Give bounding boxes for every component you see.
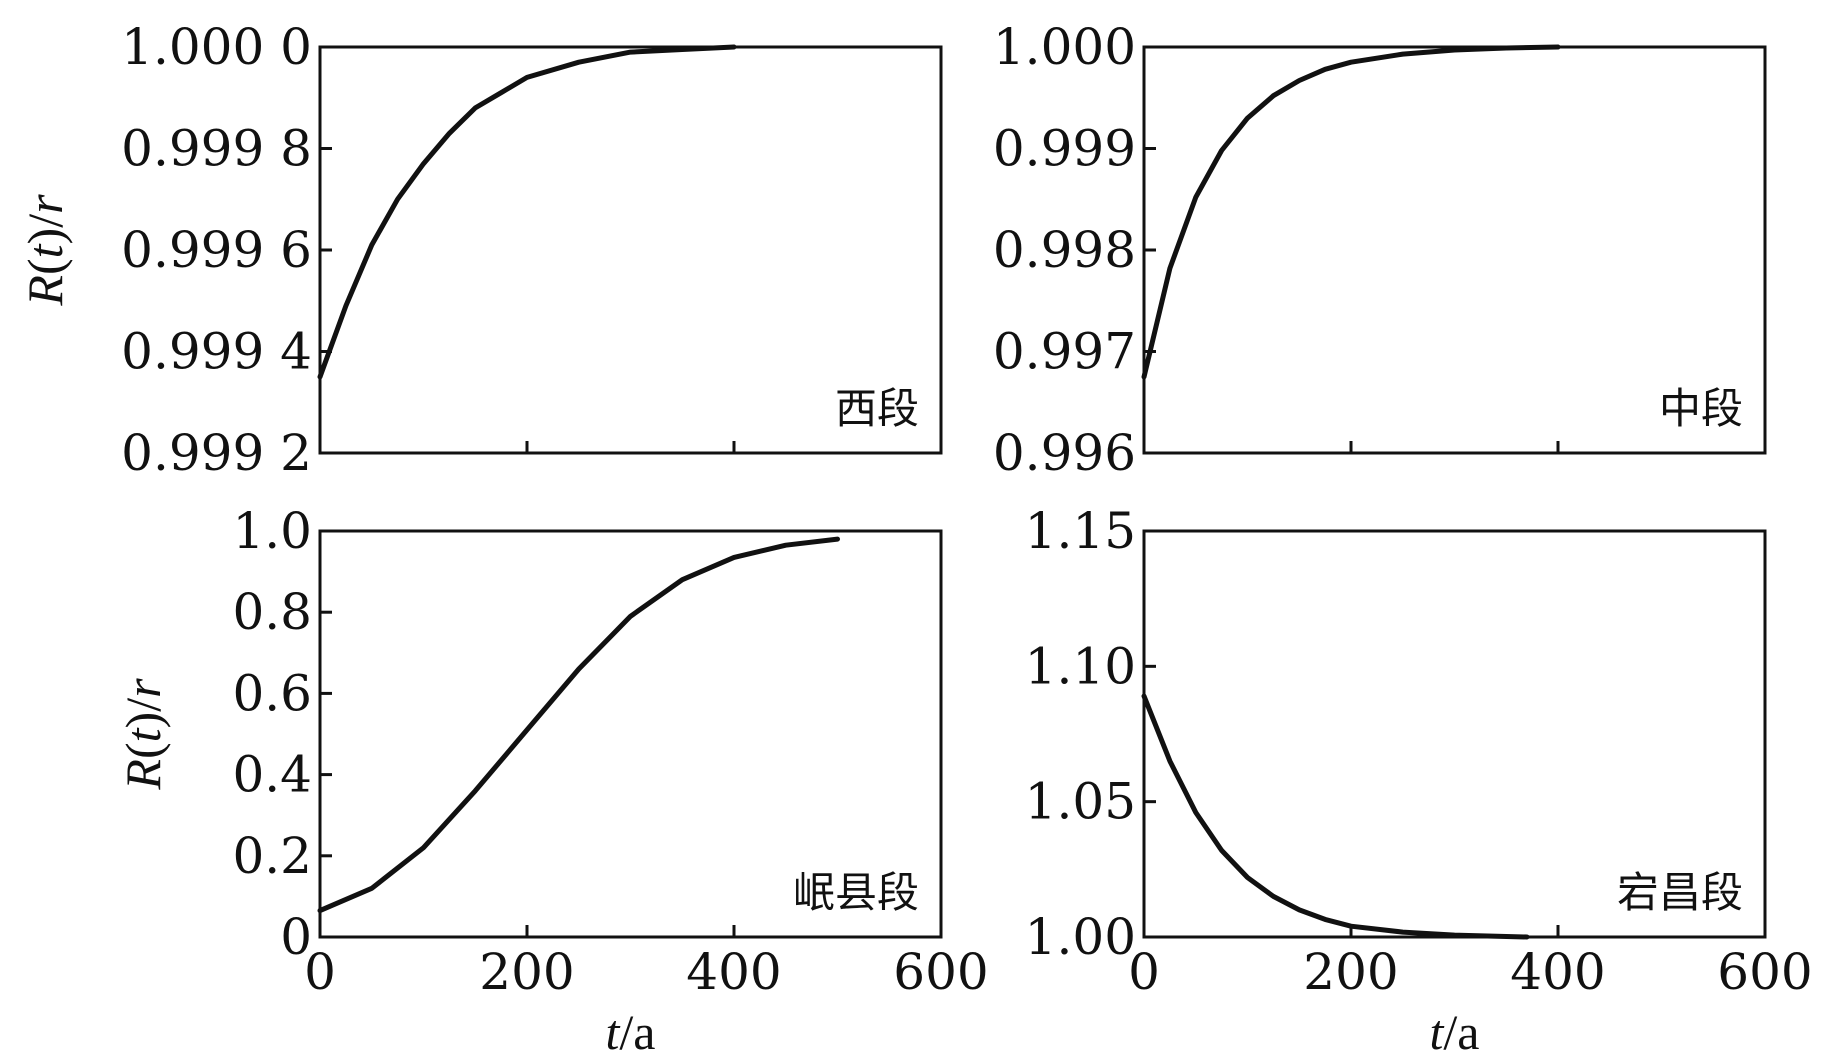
panel-label: 中段 — [1659, 384, 1743, 433]
x-axis-title: t/a — [605, 1004, 655, 1060]
y-axis-title: R(t)/r — [115, 678, 171, 791]
x-tick-label: 200 — [1303, 943, 1398, 1001]
y-tick-label: 1.15 — [1025, 502, 1136, 560]
y-tick-label: 0.997 — [993, 323, 1136, 381]
chart-panel-1: 0.999 2 0.999 4 0.999 6 0.999 8 1.000 0 西段 — [121, 18, 943, 482]
y-tick-label: 0.999 2 — [121, 424, 312, 482]
y-tick-label: 0 — [280, 908, 312, 966]
y-tick-label: 0.2 — [232, 827, 312, 885]
y-tick-label: 0.8 — [232, 583, 312, 641]
y-tick-label: 0.998 — [993, 221, 1136, 279]
x-axis-title: t/a — [1429, 1004, 1479, 1060]
panel-label: 岷县段 — [793, 868, 919, 917]
x-tick-label: 400 — [1510, 943, 1605, 1001]
y-tick-label: 1.0 — [232, 502, 312, 560]
chart-panel-4: 0 200 400 600 1.00 1.05 1.10 1.15 宕昌段 — [1025, 502, 1813, 1001]
y-tick-label: 1.10 — [1025, 637, 1136, 695]
x-tick-label: 200 — [479, 943, 574, 1001]
series-line-1 — [1141, 44, 1561, 380]
panel-label: 西段 — [835, 384, 919, 433]
chart-panel-3: 0 200 400 600 0 0.2 0.4 0.6 0.8 1.0 岷县段 — [232, 502, 988, 1001]
y-tick-label: 0.999 4 — [121, 323, 312, 381]
x-tick-label: 0 — [304, 943, 336, 1001]
plot-frame — [318, 529, 943, 939]
y-tick-label: 1.00 — [1025, 908, 1136, 966]
series-line-1 — [1141, 693, 1530, 940]
x-tick-label: 600 — [1717, 943, 1812, 1001]
chart-panel-2: 0.996 0.997 0.998 0.999 1.000 中段 — [993, 18, 1767, 482]
y-tick-label: 0.999 — [993, 120, 1136, 178]
y-tick-label: 1.05 — [1025, 773, 1136, 831]
y-tick-label: 0.6 — [232, 664, 312, 722]
x-tick-label: 400 — [686, 943, 781, 1001]
y-tick-label: 0.999 8 — [121, 120, 312, 178]
series-line-1 — [317, 536, 840, 914]
y-tick-label: 0.999 6 — [121, 221, 312, 279]
x-tick-label: 0 — [1128, 943, 1160, 1001]
y-axis-title: R(t)/r — [17, 194, 73, 307]
x-tick-label: 600 — [893, 943, 988, 1001]
y-tick-label: 0.996 — [993, 424, 1136, 482]
y-tick-label: 1.000 0 — [121, 18, 312, 76]
panel-label: 宕昌段 — [1617, 868, 1743, 917]
series-line-1 — [317, 44, 737, 380]
y-tick-label: 0.4 — [232, 746, 312, 804]
y-tick-label: 1.000 — [993, 18, 1136, 76]
